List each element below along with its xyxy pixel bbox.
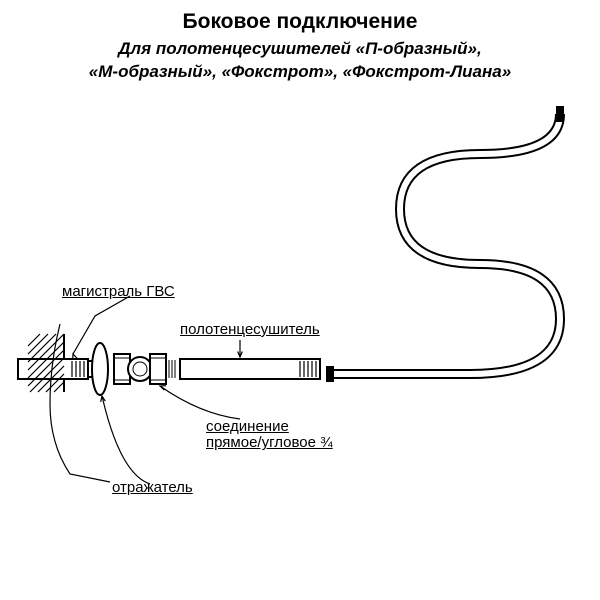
label-connection-line2: прямое/угловое ¾ xyxy=(206,434,333,451)
label-towelrail: полотенцесушитель xyxy=(180,322,320,339)
page-subtitle: Для полотенцесушителей «П-образный», «М-… xyxy=(0,38,600,84)
diagram: магистраль ГВС полотенцесушитель соедине… xyxy=(0,84,600,564)
label-reflector: отражатель xyxy=(112,480,193,497)
page-title: Боковое подключение xyxy=(0,10,600,34)
label-connection-line1: соединение xyxy=(206,418,289,435)
subtitle-line-1: Для полотенцесушителей «П-образный», xyxy=(118,39,481,58)
subtitle-line-2: «М-образный», «Фокстрот», «Фокстрот-Лиан… xyxy=(89,62,511,81)
label-connection: соединение прямое/угловое ¾ xyxy=(206,419,333,452)
label-mainline: магистраль ГВС xyxy=(62,284,175,301)
header: Боковое подключение Для полотенцесушител… xyxy=(0,0,600,84)
